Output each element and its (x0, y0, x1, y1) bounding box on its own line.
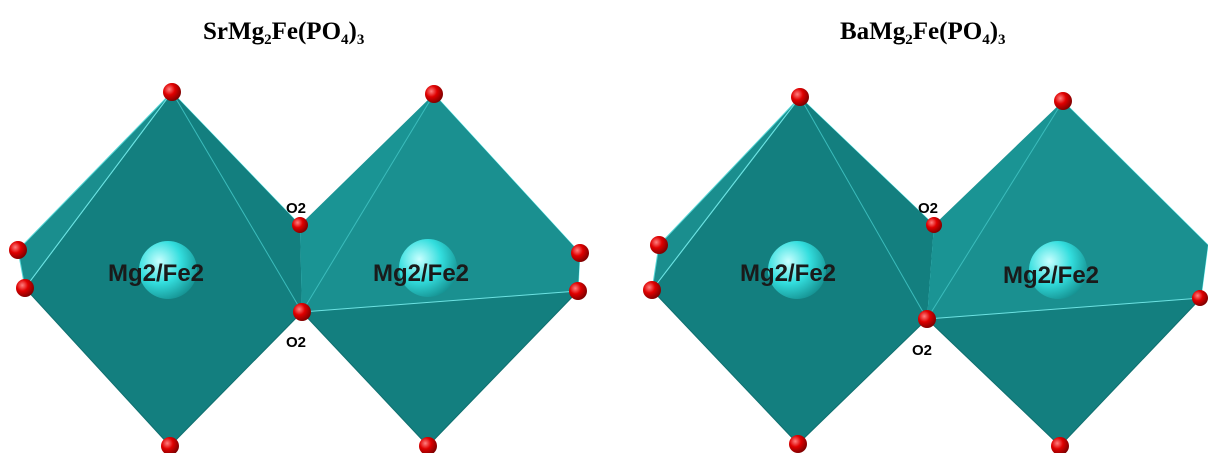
panel-ba: Mg2/Fe2 Mg2/Fe2 O2 O2 (643, 88, 1208, 453)
panel-title-sr: SrMg2Fe(PO4)3 (203, 18, 365, 48)
oxygen-atom (293, 303, 311, 321)
oxygen-atom (918, 310, 936, 328)
oxygen-atom (1192, 290, 1208, 306)
oxygen-label: O2 (286, 200, 306, 217)
octahedron-label: Mg2/Fe2 (740, 260, 836, 287)
oxygen-atom (425, 85, 443, 103)
oxygen-label-upper: O2 (918, 200, 938, 217)
oxygen-atom (791, 88, 809, 106)
oxygen-atom (569, 282, 587, 300)
panel-title-ba: BaMg2Fe(PO4)3 (840, 18, 1006, 48)
oxygen-atom (789, 435, 807, 453)
oxygen-atom (650, 236, 668, 254)
oxygen-atom (1051, 437, 1069, 453)
panel-sr: Mg2/Fe2 Mg2/Fe2 O2 O2 (9, 83, 589, 453)
octahedron-sr-1 (17, 91, 303, 447)
octahedron-ba-2 (926, 100, 1208, 447)
oxygen-atom (419, 437, 437, 453)
oxygen-atom (292, 217, 308, 233)
metal-atom (399, 239, 457, 297)
octahedron-sr-2 (300, 93, 581, 447)
octahedron-ba-1 (651, 96, 935, 445)
oxygen-atom (1054, 92, 1072, 110)
metal-atom (1029, 241, 1087, 299)
oxygen-label: O2 (912, 342, 932, 359)
metal-atom (139, 241, 197, 299)
octahedron-label: Mg2/Fe2 (108, 260, 204, 287)
oxygen-label: O2 (286, 334, 306, 351)
octahedron-label: Mg2/Fe2 (373, 260, 469, 287)
oxygen-atom (643, 281, 661, 299)
metal-atom (768, 241, 826, 299)
oxygen-atom (571, 244, 589, 262)
oxygen-atom (9, 241, 27, 259)
oxygen-atom (161, 437, 179, 453)
oxygen-atom (926, 217, 942, 233)
octahedron-label: Mg2/Fe2 (1003, 262, 1099, 289)
oxygen-atom (163, 83, 181, 101)
oxygen-atom (16, 279, 34, 297)
